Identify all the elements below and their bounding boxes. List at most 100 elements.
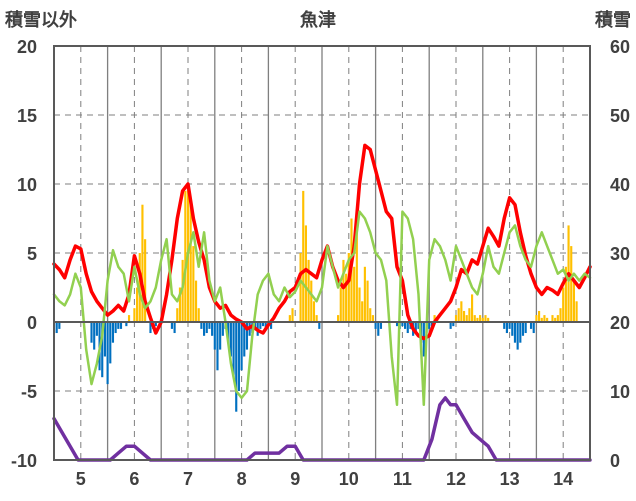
- x-tick-label: 9: [290, 469, 300, 489]
- bar: [170, 322, 173, 329]
- bar: [361, 301, 364, 322]
- x-tick-label: 7: [183, 469, 193, 489]
- bar: [106, 322, 109, 385]
- right-tick-label: 60: [610, 37, 630, 57]
- bar: [197, 308, 200, 322]
- bar: [184, 190, 187, 322]
- bar: [181, 259, 184, 322]
- bar: [353, 266, 356, 322]
- left-tick-label: 15: [17, 106, 37, 126]
- bar: [519, 322, 522, 343]
- bar: [136, 287, 139, 322]
- bar: [219, 322, 222, 350]
- bar: [229, 322, 232, 357]
- bar: [556, 315, 559, 322]
- bar: [200, 322, 203, 329]
- bar: [487, 317, 490, 322]
- x-tick-label: 5: [76, 469, 86, 489]
- bar: [253, 322, 257, 329]
- bar: [363, 266, 366, 322]
- left-axis-title: 積雪以外: [4, 9, 77, 30]
- bar: [484, 315, 487, 322]
- bar: [465, 315, 468, 322]
- plot-border: [53, 45, 591, 461]
- series-line-2: [52, 210, 592, 407]
- bar: [101, 322, 104, 378]
- bar: [245, 322, 249, 350]
- bar: [404, 322, 407, 329]
- bar: [127, 315, 131, 322]
- left-tick-label: -5: [21, 382, 37, 402]
- x-tick-label: 13: [500, 469, 520, 489]
- bar: [211, 322, 214, 336]
- bar: [358, 287, 361, 322]
- bar: [93, 322, 96, 350]
- bar: [452, 322, 455, 327]
- bar: [551, 315, 554, 322]
- bar: [339, 287, 342, 322]
- bar: [543, 315, 546, 322]
- bar: [337, 315, 340, 322]
- right-tick-label: 10: [610, 382, 630, 402]
- series-line-1: [52, 143, 592, 341]
- bar: [189, 204, 192, 322]
- bar: [235, 322, 238, 412]
- bar: [529, 322, 533, 329]
- bar: [454, 315, 458, 322]
- x-tick-label: 14: [553, 469, 573, 489]
- bar: [457, 308, 460, 322]
- bar: [414, 322, 417, 334]
- bar: [449, 322, 452, 329]
- bar: [58, 322, 61, 329]
- bar: [154, 322, 157, 327]
- bar: [270, 322, 273, 329]
- bar: [304, 225, 307, 322]
- bar: [379, 322, 383, 329]
- x-tick-label: 12: [446, 469, 466, 489]
- chart-title: 魚津: [300, 9, 336, 30]
- bar: [203, 322, 206, 336]
- bar: [366, 280, 369, 322]
- bar: [377, 322, 380, 336]
- bar: [192, 246, 195, 322]
- left-tick-label: 20: [17, 37, 37, 57]
- bar: [505, 322, 508, 334]
- bar: [117, 322, 120, 329]
- bar: [221, 322, 224, 336]
- bar: [208, 322, 211, 329]
- bar: [430, 322, 433, 327]
- bar: [259, 322, 262, 329]
- bar: [237, 322, 240, 391]
- x-tick-label: 6: [129, 469, 139, 489]
- bar: [227, 322, 230, 343]
- bar: [138, 253, 141, 322]
- bar: [176, 308, 179, 322]
- bar: [243, 322, 246, 357]
- bar: [564, 266, 567, 322]
- bar: [473, 315, 476, 322]
- plot-frame: [53, 45, 591, 461]
- bar: [374, 322, 377, 329]
- bar: [205, 322, 208, 334]
- bar: [240, 322, 243, 371]
- bar: [535, 315, 538, 322]
- bar: [95, 322, 98, 336]
- bar: [369, 308, 372, 322]
- right-tick-label: 0: [610, 451, 620, 471]
- bar: [318, 322, 321, 329]
- bar: [103, 322, 106, 357]
- bar: [575, 301, 578, 322]
- bar: [395, 322, 399, 327]
- bar: [144, 239, 147, 322]
- bar: [141, 204, 144, 322]
- x-tick-label: 11: [393, 469, 412, 489]
- bar: [406, 322, 409, 334]
- bar: [310, 280, 313, 322]
- bar: [476, 317, 479, 322]
- bar: [315, 315, 318, 322]
- bar: [342, 259, 345, 322]
- bar: [433, 315, 436, 322]
- bar: [291, 308, 294, 322]
- bar: [288, 315, 291, 322]
